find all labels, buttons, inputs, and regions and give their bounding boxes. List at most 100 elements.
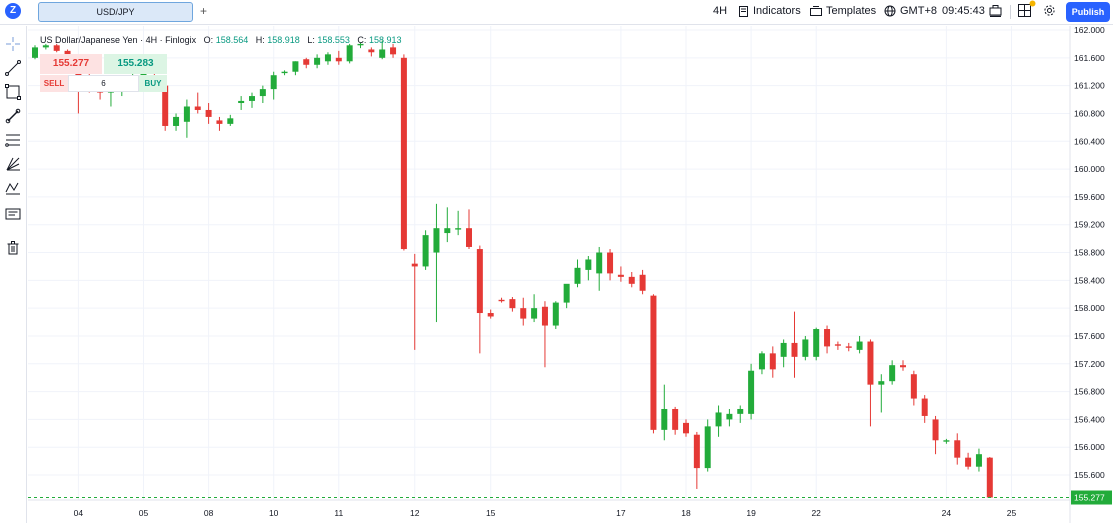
pattern-tool[interactable] bbox=[3, 178, 23, 198]
candle-body bbox=[737, 408, 744, 414]
time-tick-label: 24 bbox=[942, 508, 952, 518]
market-status-button[interactable] bbox=[989, 4, 1006, 17]
candle-body bbox=[183, 106, 190, 122]
buy-price[interactable]: 155.283 bbox=[104, 54, 167, 74]
candle-body bbox=[433, 228, 440, 253]
sell-button[interactable]: SELL bbox=[40, 75, 68, 92]
price-tick-label: 160.000 bbox=[1074, 164, 1105, 174]
templates-button[interactable]: Templates bbox=[810, 4, 876, 18]
candle-body bbox=[672, 408, 679, 430]
candle bbox=[607, 249, 614, 281]
interval-selector[interactable]: 4H bbox=[713, 5, 728, 17]
candle-body bbox=[498, 299, 505, 302]
price-tick-label: 159.600 bbox=[1074, 192, 1105, 202]
candle-body bbox=[639, 274, 646, 291]
symbol-tab[interactable]: USD/JPY bbox=[38, 2, 193, 22]
settings-button[interactable] bbox=[1043, 4, 1060, 17]
crosshair-icon bbox=[6, 37, 20, 51]
candle-body bbox=[889, 365, 896, 382]
legend-source: Finlogix bbox=[165, 35, 197, 45]
brush-tool[interactable] bbox=[3, 106, 23, 126]
indicators-button[interactable]: Indicators bbox=[738, 4, 801, 18]
templates-icon bbox=[810, 5, 822, 16]
candle-body bbox=[227, 118, 234, 124]
candle bbox=[400, 54, 407, 251]
candle-body bbox=[455, 228, 462, 230]
candle bbox=[715, 405, 722, 437]
candle bbox=[357, 42, 364, 49]
trend-line-tool[interactable] bbox=[3, 58, 23, 78]
candle bbox=[552, 301, 559, 330]
time-tick-label: 17 bbox=[616, 508, 626, 518]
templates-label: Templates bbox=[826, 5, 877, 17]
candle bbox=[563, 283, 570, 309]
candle bbox=[758, 351, 765, 375]
candle-body bbox=[259, 89, 266, 97]
candle bbox=[932, 415, 939, 455]
candle-body bbox=[921, 398, 928, 416]
legend-high-label: H: bbox=[255, 35, 265, 45]
candle-body bbox=[791, 342, 798, 357]
chart-grid bbox=[28, 26, 1070, 500]
candle bbox=[791, 311, 798, 378]
candle bbox=[183, 99, 190, 138]
app-logo[interactable]: Z bbox=[5, 3, 21, 19]
candle-body bbox=[400, 57, 407, 250]
legend-separator: · bbox=[159, 35, 166, 45]
candle-body bbox=[769, 353, 776, 370]
candle-body bbox=[661, 408, 668, 430]
candle-body bbox=[650, 295, 657, 430]
fib-retracement-icon bbox=[5, 134, 20, 147]
candle bbox=[476, 245, 483, 354]
candle bbox=[726, 408, 733, 427]
crosshair-tool[interactable] bbox=[3, 34, 23, 54]
price-chart[interactable]: 162.000 161.600 161.200 160.800 160.400 160.0… bbox=[28, 26, 1113, 523]
text-note-icon bbox=[5, 208, 21, 220]
chart-legend: US Dollar/Japanese Yen · 4H · Finlogix O… bbox=[40, 35, 401, 45]
trade-widget: 155.277 155.283 SELL 6 BUY bbox=[40, 54, 167, 92]
candle bbox=[845, 342, 852, 352]
candle-body bbox=[346, 45, 353, 62]
candle-body bbox=[324, 54, 331, 62]
candle bbox=[411, 253, 418, 350]
candle-body bbox=[878, 381, 885, 385]
legend-symbol: US Dollar/Japanese Yen bbox=[40, 35, 138, 45]
candle-body bbox=[910, 374, 917, 399]
candle bbox=[335, 50, 342, 65]
candle bbox=[802, 335, 809, 361]
candle-body bbox=[704, 426, 711, 469]
time-tick-label: 25 bbox=[1007, 508, 1017, 518]
rectangle-tool[interactable] bbox=[3, 82, 23, 102]
candle bbox=[574, 259, 581, 288]
candle-body bbox=[368, 49, 375, 53]
delete-drawings-tool[interactable] bbox=[3, 238, 23, 258]
candle-body bbox=[466, 228, 472, 247]
candle bbox=[227, 114, 234, 126]
price-tick-label: 157.600 bbox=[1074, 331, 1105, 341]
candle bbox=[693, 431, 700, 489]
candle bbox=[737, 405, 744, 423]
add-tab-button[interactable]: + bbox=[200, 4, 208, 18]
timezone-button[interactable]: GMT+8 bbox=[884, 4, 937, 18]
time-tick-label: 05 bbox=[139, 508, 149, 518]
time-tick-label: 11 bbox=[334, 508, 343, 518]
legend-close-label: C: bbox=[357, 35, 367, 45]
sell-price[interactable]: 155.277 bbox=[40, 54, 102, 74]
gann-fan-tool[interactable] bbox=[3, 154, 23, 174]
timezone-label: GMT+8 bbox=[900, 5, 937, 17]
fib-retracement-tool[interactable] bbox=[3, 130, 23, 150]
layout-button[interactable] bbox=[1018, 4, 1035, 17]
publish-button[interactable]: Publish bbox=[1066, 2, 1110, 22]
candle-body bbox=[574, 267, 581, 284]
candle bbox=[238, 96, 245, 110]
candle bbox=[889, 360, 896, 385]
time-tick-label: 15 bbox=[486, 508, 496, 518]
candle bbox=[661, 384, 668, 441]
candle-body bbox=[715, 412, 722, 427]
layout-grid-icon bbox=[1018, 4, 1031, 17]
quantity-input[interactable]: 6 bbox=[68, 75, 139, 92]
candle-body bbox=[249, 96, 255, 101]
text-note-tool[interactable] bbox=[3, 204, 23, 224]
candle-body bbox=[596, 252, 603, 274]
buy-button[interactable]: BUY bbox=[139, 75, 167, 92]
